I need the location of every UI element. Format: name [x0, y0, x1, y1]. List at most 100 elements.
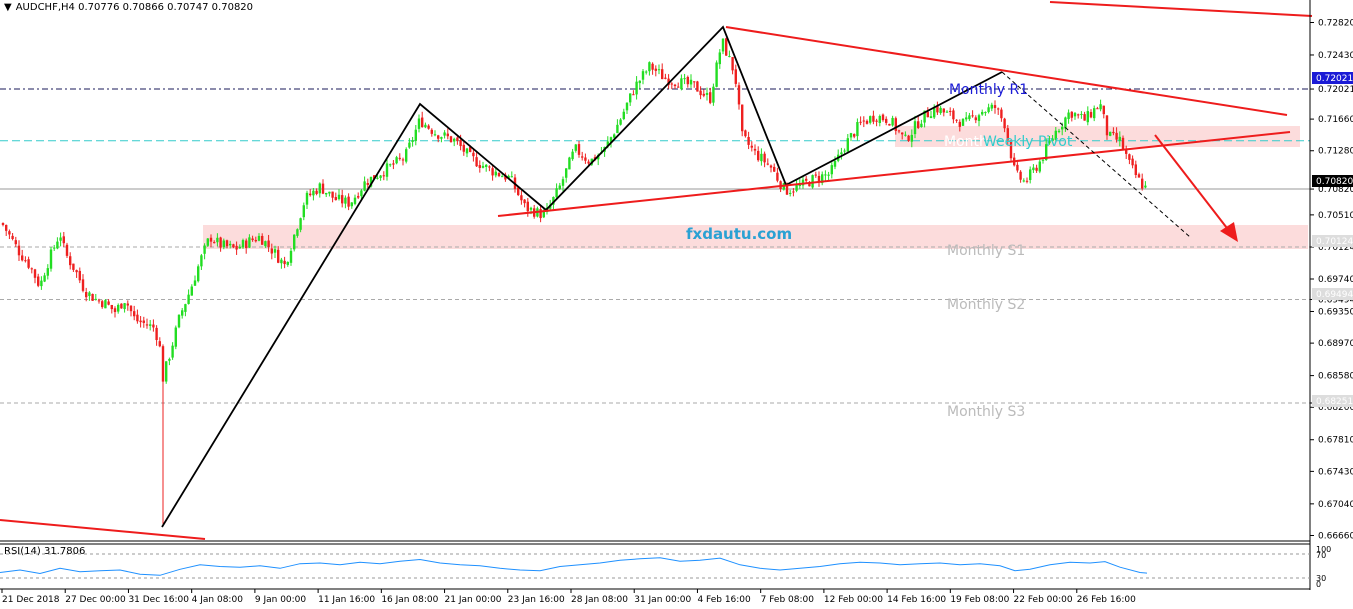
time-tick-label: 14 Feb 16:00: [887, 595, 946, 605]
candle-body: [939, 107, 942, 114]
candle-body: [331, 191, 334, 198]
candle-body: [821, 174, 824, 184]
candle-body: [507, 175, 510, 179]
rsi-axis-30: 30: [1316, 574, 1326, 583]
rsi-line: [0, 557, 1148, 576]
candle-body: [5, 224, 8, 231]
candle-body: [299, 218, 302, 230]
candle-body: [933, 107, 936, 118]
candle-body: [1134, 164, 1137, 176]
candle-body: [744, 130, 747, 137]
candle-body: [1125, 149, 1128, 154]
candle-body: [385, 163, 389, 177]
price-tick-label: 0.67810: [1318, 436, 1353, 446]
candle-body: [657, 69, 661, 71]
candle-body: [91, 293, 94, 301]
candle-body: [232, 244, 235, 248]
candle-body: [43, 275, 46, 282]
candle-body: [190, 286, 193, 296]
candle-body: [952, 110, 955, 120]
candle-body: [328, 191, 331, 194]
candle-body: [344, 197, 347, 204]
candle-body: [1016, 164, 1019, 171]
candle-body: [1121, 137, 1125, 150]
candle-body: [693, 81, 696, 83]
candle-body: [904, 134, 907, 136]
monthly-s1-label: Monthly S1: [947, 243, 1025, 259]
candle-body: [494, 171, 497, 176]
candle-body: [369, 176, 373, 187]
triangle-down-icon[interactable]: ▼: [4, 2, 12, 13]
candle-body: [929, 116, 933, 119]
candle-body: [1064, 117, 1067, 129]
s1-zone-band: [203, 225, 1308, 249]
candle-body: [827, 174, 830, 176]
candle-body: [680, 78, 683, 90]
candle-body: [846, 138, 849, 152]
candle-body: [478, 165, 481, 168]
candle-body: [456, 137, 459, 141]
candle-body: [497, 172, 501, 177]
candle-body: [408, 142, 411, 148]
candle-body: [465, 148, 469, 154]
candle-body: [805, 178, 808, 181]
candle-body: [523, 199, 526, 204]
candle-body: [683, 78, 686, 80]
candle-body: [254, 239, 257, 242]
candle-body: [875, 120, 878, 122]
candle-body: [165, 361, 168, 382]
time-tick-label: 16 Jan 08:00: [381, 595, 438, 605]
candle-body: [798, 184, 801, 187]
candle-body: [321, 183, 325, 194]
price-tick-label: 0.67040: [1318, 500, 1353, 510]
candle-body: [1137, 174, 1141, 178]
candle-body: [1003, 118, 1006, 129]
candle-body: [773, 166, 776, 172]
candle-body: [382, 175, 385, 177]
price-tick-label: 0.66660: [1318, 532, 1353, 542]
candle-body: [433, 134, 437, 136]
ohlc-values: 0.70776 0.70866 0.70747 0.70820: [78, 2, 254, 13]
price-tick-label: 0.69494: [1318, 295, 1353, 305]
candle-body: [414, 129, 417, 141]
candle-body: [245, 240, 248, 249]
s2-price-tag-text: 0.69494: [1316, 290, 1353, 300]
candle-body: [1093, 108, 1096, 119]
candle-body: [661, 69, 664, 80]
candle-body: [78, 270, 81, 281]
candle-body: [363, 181, 366, 191]
candle-body: [965, 117, 968, 120]
chart-header: ▼ AUDCHF,H4 0.70776 0.70866 0.70747 0.708…: [4, 2, 253, 13]
candle-body: [721, 38, 725, 52]
candle-body: [709, 92, 712, 103]
candle-body: [769, 165, 773, 168]
candle-body: [293, 234, 296, 250]
candle-body: [229, 243, 232, 246]
candle-body: [501, 176, 504, 178]
candle-body: [856, 122, 859, 137]
candle-body: [107, 301, 110, 305]
candle-body: [616, 124, 619, 134]
candle-body: [145, 324, 149, 326]
candle-body: [1102, 105, 1105, 115]
candle-body: [257, 235, 261, 241]
candle-body: [305, 192, 309, 205]
candle-body: [1025, 180, 1029, 182]
candle-body: [133, 311, 136, 317]
candle-body: [849, 133, 853, 138]
candle-body: [1045, 144, 1048, 161]
candle-body: [136, 314, 139, 322]
candle-body: [686, 77, 689, 85]
time-tick-label: 7 Feb 08:00: [761, 595, 815, 605]
candle-body: [318, 183, 321, 194]
candle-body: [840, 152, 843, 155]
candle-body: [1112, 131, 1115, 134]
candle-body: [510, 176, 513, 178]
candle-body: [539, 208, 542, 219]
candle-body: [17, 245, 21, 256]
candle-body: [885, 118, 888, 123]
candle-body: [184, 304, 187, 312]
candle-body: [753, 148, 757, 151]
candle-body: [437, 135, 440, 139]
candle-body: [613, 134, 616, 138]
